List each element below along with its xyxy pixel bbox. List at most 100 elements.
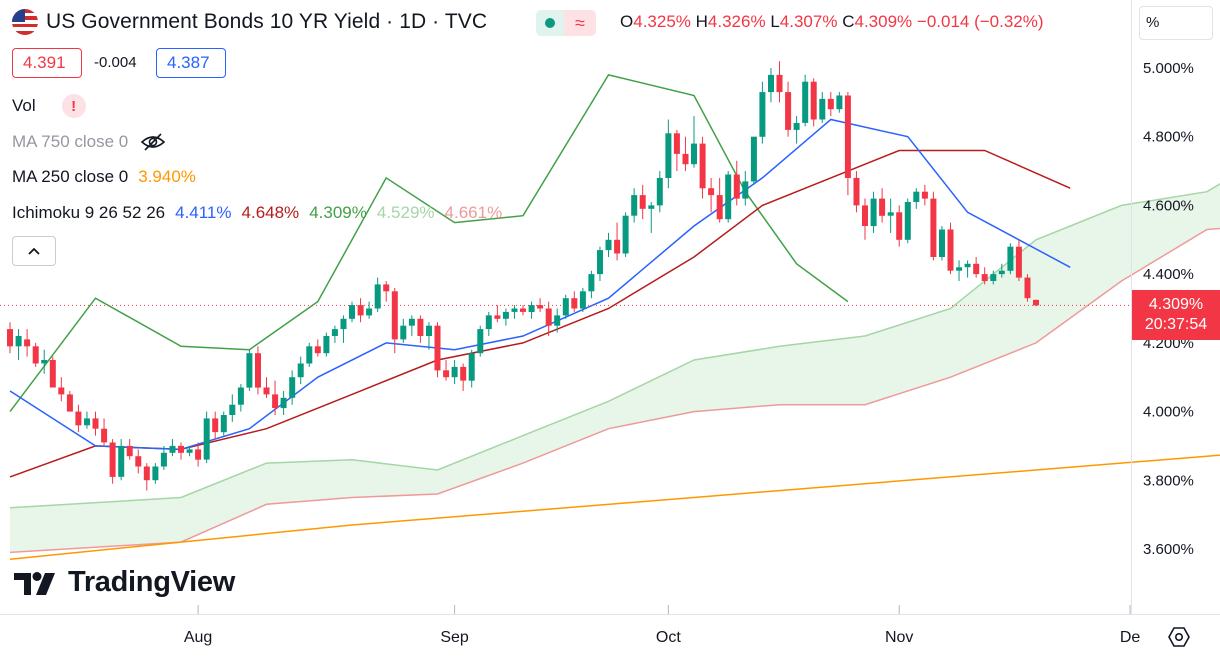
candle	[887, 198, 894, 233]
candle-body	[844, 95, 851, 178]
candle-body	[947, 229, 954, 271]
candle	[742, 171, 749, 206]
eye-hidden-icon[interactable]	[140, 131, 166, 153]
candle	[220, 411, 227, 436]
candle-body	[340, 318, 347, 330]
chart-legend: US Government Bonds 10 YR Yield · 1D · T…	[0, 0, 1130, 266]
candle	[297, 356, 304, 385]
candle-body	[434, 325, 441, 371]
candle	[357, 298, 364, 323]
ichimoku-indicator[interactable]: Ichimoku 9 26 52 26 4.411% 4.648% 4.309%…	[12, 203, 502, 223]
time-axis[interactable]: Aug Sep Oct Nov De	[184, 605, 1141, 646]
base-line	[9, 149, 1071, 478]
candle-body	[220, 415, 227, 433]
candle-body	[545, 308, 552, 326]
candle-body	[520, 308, 526, 312]
symbol-header[interactable]: US Government Bonds 10 YR Yield · 1D · T…	[12, 8, 487, 36]
candle	[24, 329, 31, 357]
candle-body	[973, 263, 980, 275]
alert-icon[interactable]: !	[61, 94, 86, 118]
price-tick-label: 5.000%	[1143, 60, 1194, 77]
price-tick-label: 3.800%	[1143, 472, 1194, 489]
high-value: 4.326%	[707, 12, 766, 31]
candle-body	[579, 291, 586, 309]
candle	[981, 267, 988, 285]
candle-body	[331, 329, 338, 336]
candle-body	[1015, 246, 1022, 278]
candle	[1033, 299, 1039, 307]
candle-body	[793, 123, 800, 130]
candle-body	[485, 315, 492, 330]
candle-body	[443, 370, 450, 378]
vol-label: Vol	[12, 96, 36, 115]
candle	[426, 322, 432, 350]
candle	[460, 363, 467, 391]
price-unit-button[interactable]: %	[1139, 6, 1213, 40]
market-open-icon[interactable]	[536, 10, 564, 36]
candle	[212, 411, 219, 440]
candle	[203, 411, 210, 464]
candle	[793, 116, 800, 144]
candle	[588, 270, 595, 299]
candle	[939, 226, 945, 261]
candle-body	[768, 74, 774, 93]
candle-body	[759, 92, 766, 137]
candle-body	[143, 466, 150, 481]
candle-body	[802, 81, 809, 123]
candle-body	[66, 394, 73, 412]
candle-body	[750, 136, 757, 182]
candle	[49, 356, 56, 388]
candle-body	[819, 98, 826, 120]
ma250-indicator[interactable]: MA 250 close 0 3.940%	[12, 167, 196, 187]
close-value: 4.309%	[854, 12, 913, 31]
sell-price-button[interactable]: 4.391	[12, 48, 82, 78]
candle-body	[263, 387, 270, 395]
candle	[511, 305, 518, 319]
candle-body	[562, 298, 569, 316]
candle	[101, 418, 108, 446]
candle-body	[990, 274, 997, 281]
candle-body	[272, 394, 279, 409]
tradingview-logo[interactable]: TradingView	[14, 566, 235, 599]
candle	[725, 171, 732, 223]
candle	[853, 171, 860, 213]
candle-body	[41, 360, 48, 364]
candle	[733, 160, 740, 206]
candle-body	[742, 181, 749, 199]
candle	[921, 184, 928, 206]
candle-body	[904, 202, 911, 240]
ichimoku-cloud	[10, 183, 1220, 553]
price-axis[interactable]: 3.600%3.800%4.000%4.200%4.400%4.600%4.80…	[1143, 60, 1194, 558]
candle	[639, 184, 646, 220]
candle-body	[691, 143, 697, 165]
collapse-legend-button[interactable]	[12, 236, 56, 266]
ichimoku-label: Ichimoku 9 26 52 26	[12, 203, 166, 222]
candle-body	[656, 177, 663, 206]
candle-body	[648, 205, 655, 209]
price-tick-label: 4.600%	[1143, 197, 1194, 214]
candle	[990, 270, 997, 285]
time-tick-label: Nov	[885, 629, 913, 646]
candle-body	[836, 95, 843, 110]
vol-indicator[interactable]: Vol !	[12, 94, 86, 118]
candle	[255, 346, 261, 395]
open-value: 4.325%	[633, 12, 691, 31]
candle	[331, 325, 338, 343]
candle-body	[58, 387, 65, 395]
gear-icon	[1168, 627, 1190, 647]
chevron-up-icon	[28, 247, 40, 255]
chart-settings-button[interactable]	[1166, 624, 1192, 650]
candle-body	[178, 445, 184, 453]
ma250-line	[9, 454, 1220, 561]
candle	[400, 318, 407, 343]
candle-body	[725, 174, 732, 220]
buy-price-button[interactable]: 4.387	[156, 48, 226, 78]
candle-body	[853, 177, 860, 206]
delayed-data-icon[interactable]: ≈	[564, 10, 596, 36]
market-status[interactable]: ≈	[536, 10, 596, 36]
symbol-title[interactable]: US Government Bonds 10 YR Yield · 1D · T…	[46, 10, 488, 33]
ma750-indicator[interactable]: MA 750 close 0	[12, 131, 166, 153]
candle-body	[32, 346, 39, 364]
candle	[263, 377, 270, 398]
